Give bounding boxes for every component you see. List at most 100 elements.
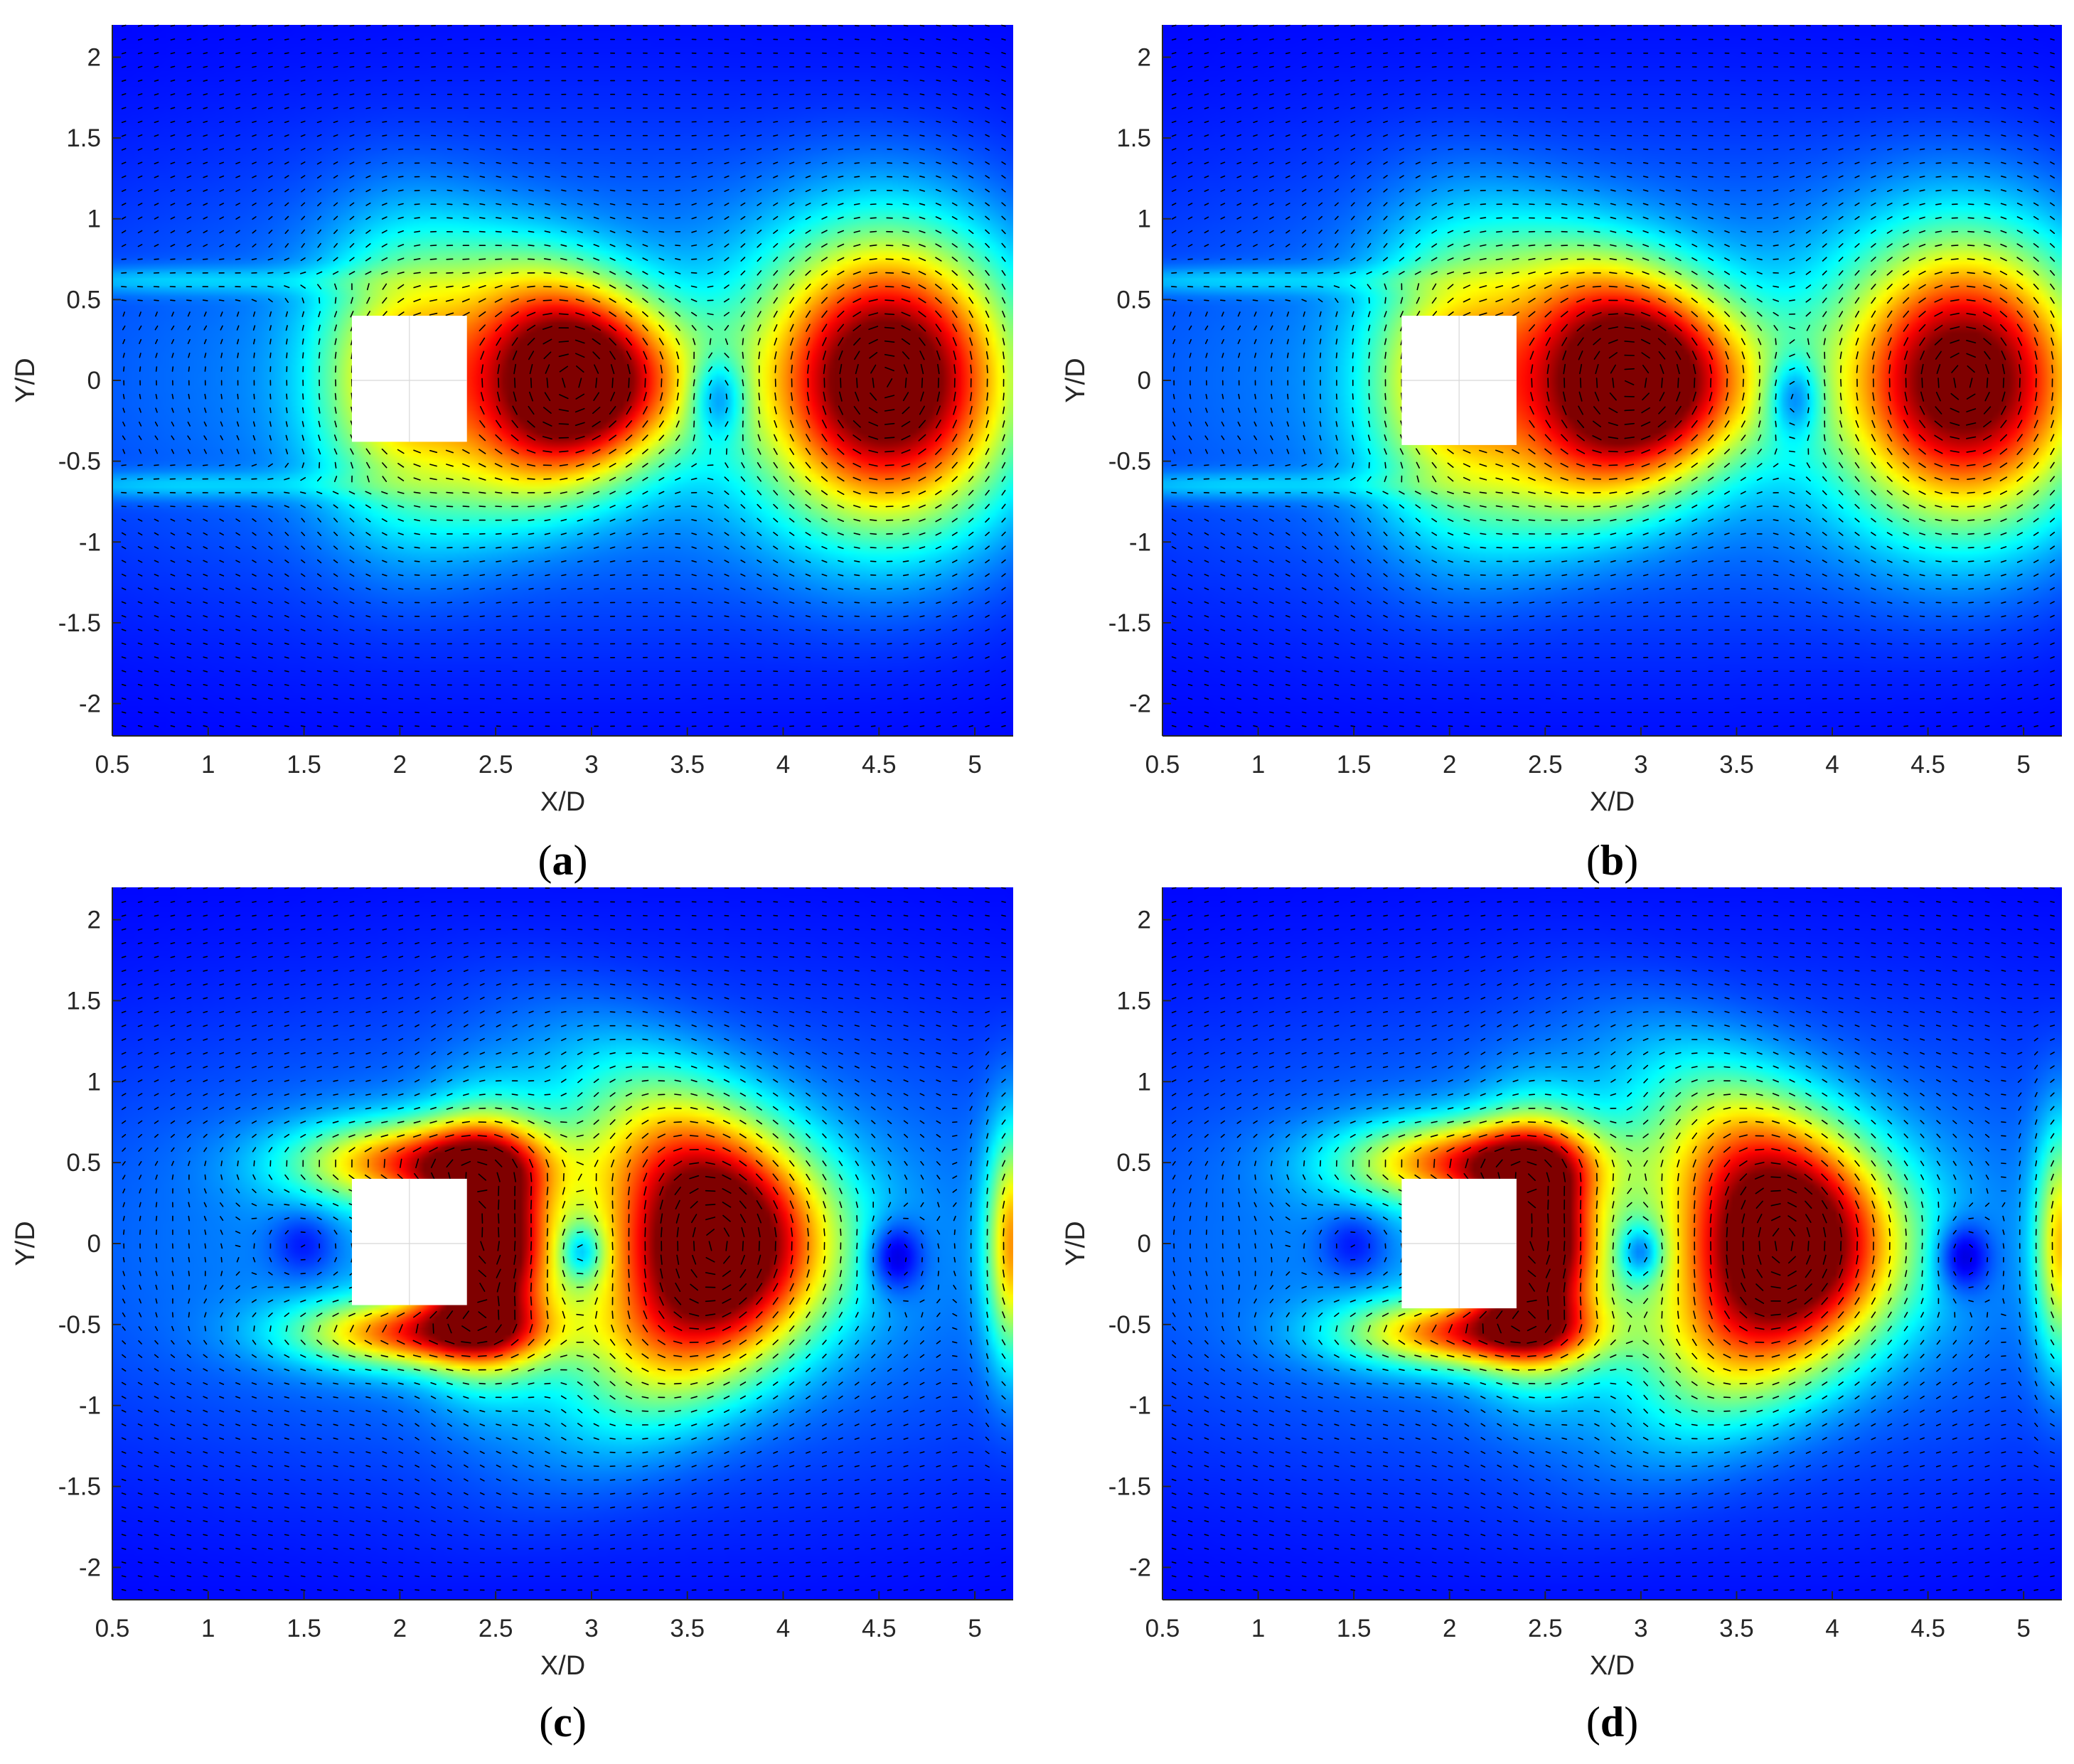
panel-label: (a): [538, 837, 588, 884]
velocity-vector: [252, 148, 257, 151]
velocity-vector: [1677, 378, 1679, 388]
velocity-vector: [837, 518, 845, 523]
velocity-vector: [757, 503, 762, 509]
velocity-vector: [724, 560, 729, 563]
velocity-vector: [365, 697, 371, 700]
velocity-vector: [1431, 697, 1437, 700]
velocity-vector: [397, 148, 404, 151]
velocity-vector: [122, 435, 126, 441]
velocity-vector: [1610, 162, 1616, 164]
velocity-vector: [741, 324, 745, 331]
velocity-vector: [1171, 134, 1177, 137]
velocity-vector: [1545, 602, 1551, 604]
velocity-vector: [969, 351, 973, 360]
velocity-vector: [349, 670, 355, 673]
velocity-vector: [1269, 573, 1274, 577]
velocity-vector: [382, 297, 387, 304]
velocity-vector: [219, 148, 225, 151]
velocity-vector: [171, 421, 175, 427]
velocity-vector: [1694, 378, 1696, 388]
velocity-vector: [691, 176, 697, 178]
velocity-vector: [137, 175, 143, 178]
velocity-vector: [235, 203, 240, 206]
velocity-vector: [952, 38, 958, 41]
velocity-vector: [935, 461, 942, 469]
velocity-vector: [1254, 366, 1256, 372]
velocity-vector: [252, 601, 257, 604]
velocity-vector: [300, 38, 306, 41]
velocity-vector: [269, 338, 272, 345]
velocity-vector: [885, 272, 894, 274]
velocity-vector: [1561, 602, 1567, 604]
velocity-vector: [235, 148, 241, 151]
velocity-vector: [429, 272, 437, 274]
velocity-vector: [691, 615, 697, 617]
velocity-vector: [219, 532, 225, 536]
velocity-vector: [1220, 532, 1226, 536]
velocity-vector: [203, 587, 208, 591]
velocity-vector: [968, 476, 974, 482]
velocity-vector: [267, 148, 273, 151]
velocity-vector: [952, 614, 958, 618]
velocity-vector: [658, 244, 665, 247]
velocity-vector: [675, 162, 680, 164]
velocity-vector: [496, 615, 501, 618]
velocity-vector: [496, 203, 502, 205]
velocity-vector: [968, 120, 974, 124]
velocity-vector: [805, 490, 811, 496]
velocity-vector: [267, 272, 274, 274]
velocity-vector: [1594, 602, 1600, 604]
velocity-vector: [1691, 176, 1697, 178]
velocity-vector: [902, 351, 910, 360]
velocity-vector: [545, 602, 550, 604]
velocity-vector: [592, 406, 601, 415]
velocity-vector: [186, 546, 192, 550]
velocity-vector: [413, 299, 422, 302]
velocity-vector: [235, 545, 240, 550]
velocity-vector: [1189, 407, 1192, 413]
velocity-vector: [186, 79, 192, 82]
velocity-vector: [968, 256, 974, 262]
velocity-vector: [187, 338, 191, 345]
velocity-vector: [1254, 393, 1256, 400]
velocity-vector: [220, 435, 223, 441]
velocity-vector: [526, 299, 536, 302]
velocity-vector: [137, 615, 143, 618]
velocity-vector: [577, 505, 584, 508]
velocity-vector: [139, 311, 141, 317]
velocity-vector: [137, 725, 143, 727]
velocity-vector: [1807, 393, 1810, 400]
velocity-vector: [1002, 448, 1005, 455]
velocity-vector: [137, 299, 143, 301]
velocity-vector: [658, 311, 665, 317]
velocity-vector: [203, 134, 208, 137]
velocity-vector: [154, 161, 159, 165]
velocity-vector: [578, 378, 582, 388]
velocity-vector: [1002, 338, 1005, 346]
velocity-vector: [985, 531, 990, 537]
velocity-vector: [381, 257, 388, 262]
velocity-vector: [1415, 93, 1421, 95]
velocity-vector: [381, 462, 387, 469]
velocity-vector: [936, 93, 941, 96]
velocity-vector: [1303, 393, 1305, 400]
velocity-vector: [805, 296, 811, 304]
velocity-vector: [593, 574, 599, 577]
velocity-vector: [1253, 79, 1258, 82]
velocity-vector: [445, 312, 454, 316]
velocity-vector: [267, 257, 274, 261]
velocity-vector: [1350, 711, 1356, 714]
velocity-vector: [333, 504, 338, 509]
velocity-vector: [137, 546, 143, 550]
velocity-vector: [920, 363, 924, 375]
velocity-vector: [187, 311, 191, 317]
velocity-vector: [968, 573, 974, 577]
velocity-vector: [806, 643, 811, 645]
velocity-vector: [1577, 533, 1584, 535]
velocity-vector: [626, 574, 632, 576]
velocity-vector: [413, 257, 421, 261]
velocity-vector: [1352, 393, 1354, 400]
velocity-vector: [577, 216, 583, 220]
velocity-vector: [1001, 175, 1006, 179]
